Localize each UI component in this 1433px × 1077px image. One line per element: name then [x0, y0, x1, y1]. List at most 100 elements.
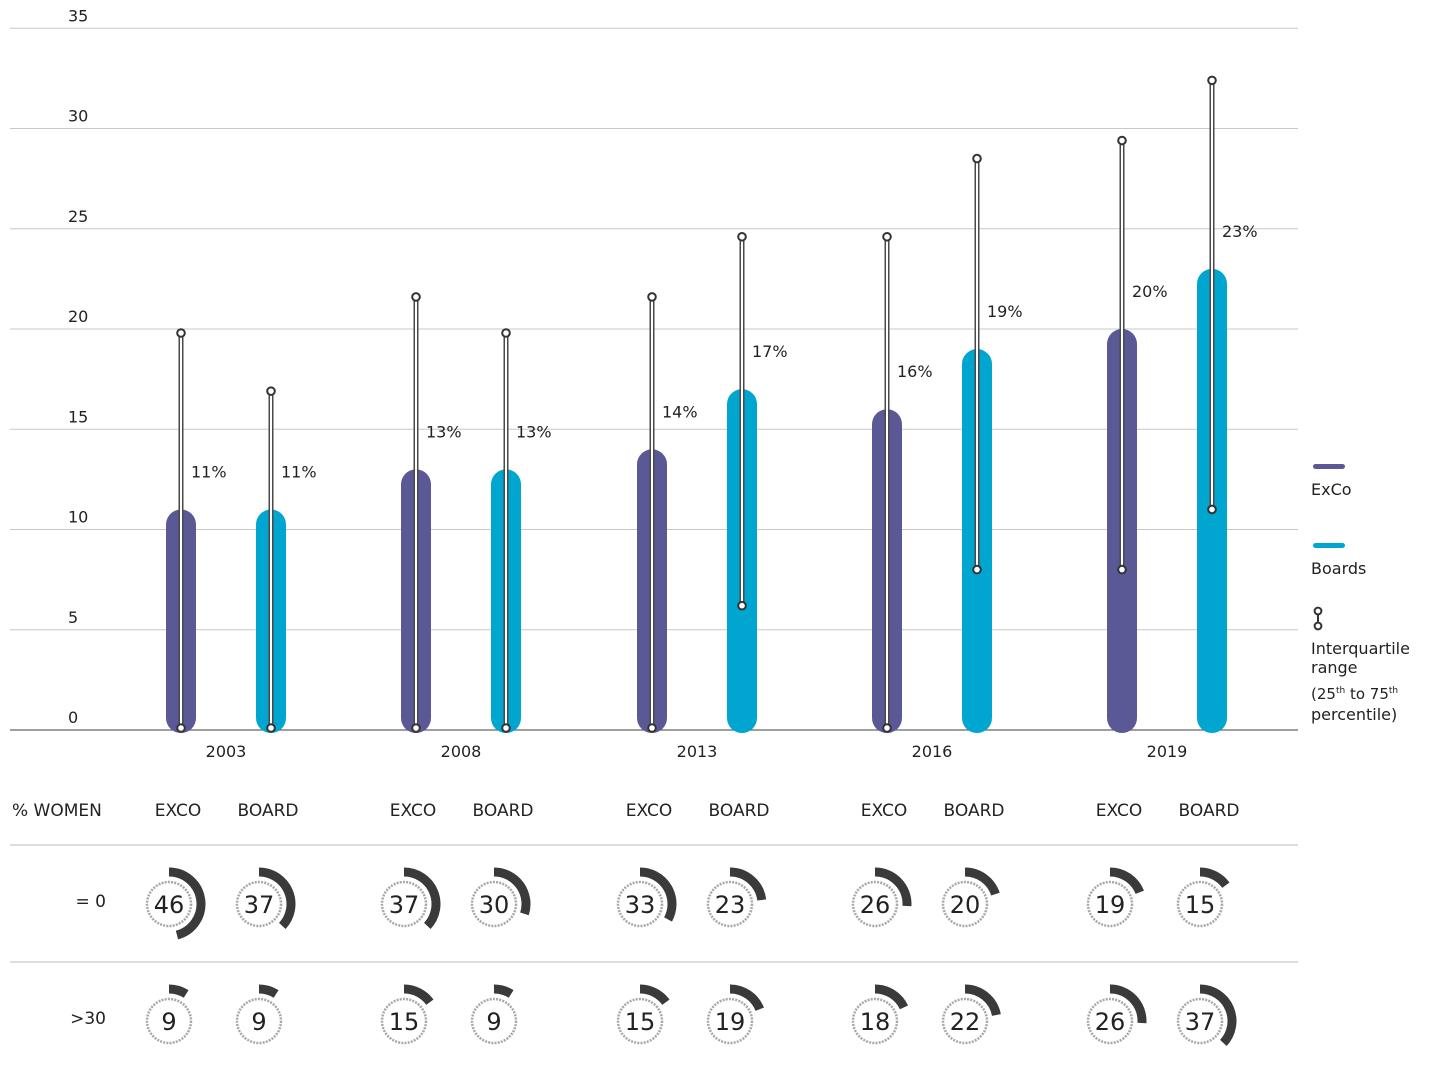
column-label-exco-2019: EXCO	[1096, 801, 1142, 821]
gauge-inner-ring-board-2019-row0	[1176, 880, 1224, 928]
iqr-top-marker-boards-2003	[266, 386, 276, 396]
gauge-arc-exco-2016-row0	[874, 867, 912, 907]
y-tick-label-25: 25	[68, 207, 88, 226]
iqr-bottom-marker-boards-2019	[1207, 504, 1217, 515]
value-label-exco-2013: 14%	[662, 402, 698, 421]
x-category-2013: 2013	[677, 742, 718, 761]
gauge-value-exco-2016-row0: 26	[860, 891, 891, 919]
gauge-value-exco-2003-row0: 46	[154, 891, 185, 919]
gauge-value-board-2016-row1: 22	[950, 1008, 981, 1036]
iqr-bottom-marker-exco-2019	[1117, 564, 1127, 575]
iqr-top-marker-boards-2008	[501, 328, 511, 338]
gauge-value-exco-2008-row0: 37	[389, 891, 420, 919]
iqr-bottom-marker-boards-2008	[501, 723, 511, 733]
column-label-exco-2008: EXCO	[390, 801, 436, 821]
iqr-icon	[1313, 606, 1323, 631]
gauge-arc-board-2013-row1	[729, 984, 764, 1012]
legend-iqr-line4: percentile)	[1311, 705, 1397, 724]
gauge-value-exco-2008-row1: 15	[389, 1008, 420, 1036]
gauge-inner-ring-board-2003-row0	[235, 880, 283, 928]
iqr-ranges	[176, 75, 1217, 733]
y-tick-label-30: 30	[68, 107, 88, 126]
column-label-exco-2016: EXCO	[861, 801, 907, 821]
legend-boards-swatch	[1313, 543, 1345, 548]
value-label-boards-2016: 19%	[987, 302, 1023, 321]
gauge-value-board-2003-row0: 37	[244, 891, 275, 919]
value-labels: 11% 13% 14% 16% 20% 11% 13% 17% 19% 23%	[191, 222, 1258, 482]
iqr-bottom-marker-exco-2016	[882, 723, 892, 733]
gauge-inner-ring-exco-2013-row0	[616, 880, 664, 928]
iqr-top-marker-exco-2019	[1117, 135, 1127, 146]
gauge-arc-exco-2008-row0	[403, 867, 441, 929]
gauge-arc-board-2003-row0	[258, 867, 296, 929]
gauge-arc-exco-2003-row1	[168, 984, 189, 998]
legend-iqr-line1: Interquartile	[1311, 639, 1410, 658]
gauge-inner-ring-board-2013-row1	[706, 997, 754, 1045]
iqr-top-marker-exco-2003	[176, 328, 186, 338]
gauge-inner-ring-exco-2019-row1	[1086, 997, 1134, 1045]
column-label-board-2019: BOARD	[1179, 801, 1240, 821]
legend-boards-label: Boards	[1311, 559, 1366, 578]
gauge-value-board-2013-row0: 23	[715, 891, 746, 919]
gauge-inner-ring-board-2016-row1	[941, 997, 989, 1045]
y-tick-label-0: 0	[68, 708, 78, 727]
gauge-inner-ring-board-2003-row1	[235, 997, 283, 1045]
gauge-value-exco-2013-row1: 15	[625, 1008, 656, 1036]
gauge-arc-board-2016-row1	[964, 984, 1001, 1017]
legend: ExCo Boards Interquartile range (25th to…	[1311, 464, 1410, 724]
gauge-inner-ring-exco-2008-row0	[380, 880, 428, 928]
iqr-top-marker-boards-2016	[972, 153, 982, 164]
iqr-top-marker-exco-2016	[882, 231, 892, 242]
gauge-arc-board-2016-row0	[964, 867, 1000, 896]
column-label-exco-2013: EXCO	[626, 801, 672, 821]
gauge-arc-exco-2008-row1	[403, 984, 434, 1006]
gauge-value-board-2003-row1: 9	[251, 1008, 266, 1036]
value-label-exco-2003: 11%	[191, 462, 227, 481]
value-label-exco-2008: 13%	[426, 422, 462, 441]
gauge-value-board-2016-row0: 20	[950, 891, 981, 919]
legend-exco-label: ExCo	[1311, 480, 1352, 499]
gauge-inner-ring-board-2016-row0	[941, 880, 989, 928]
gauge-value-exco-2013-row0: 33	[625, 891, 656, 919]
table-header-label: % WOMEN	[12, 801, 102, 821]
gauge-arc-exco-2013-row1	[639, 984, 670, 1006]
value-label-boards-2019: 23%	[1222, 222, 1258, 241]
iqr-top-marker-exco-2013	[647, 292, 657, 302]
gauge-value-exco-2016-row1: 18	[860, 1008, 891, 1036]
y-tick-label-10: 10	[68, 508, 88, 527]
iqr-bottom-marker-exco-2008	[411, 723, 421, 733]
gauge-inner-ring-exco-2003-row0	[145, 880, 193, 928]
gauge-value-board-2019-row1: 37	[1185, 1008, 1216, 1036]
gauge-inner-ring-board-2008-row1	[470, 997, 518, 1045]
iqr-bottom-marker-boards-2003	[266, 723, 276, 733]
value-label-exco-2016: 16%	[897, 362, 933, 381]
column-label-board-2016: BOARD	[944, 801, 1005, 821]
y-tick-label-20: 20	[68, 307, 88, 326]
gauge-arc-exco-2019-row0	[1109, 867, 1144, 895]
legend-iqr-line2: range	[1311, 658, 1358, 677]
gauge-value-board-2008-row1: 9	[486, 1008, 501, 1036]
gauge-arc-exco-2003-row0	[168, 867, 206, 940]
gauge-arc-board-2019-row0	[1199, 867, 1230, 889]
value-label-boards-2003: 11%	[281, 462, 317, 481]
gauge-inner-ring-board-2008-row0	[470, 880, 518, 928]
x-category-2008: 2008	[441, 742, 482, 761]
gauge-arc-exco-2016-row1	[874, 984, 909, 1010]
iqr-top-marker-boards-2013	[737, 231, 747, 242]
gauge-inner-ring-exco-2019-row0	[1086, 880, 1134, 928]
gauge-inner-ring-exco-2008-row1	[380, 997, 428, 1045]
iqr-top-marker-exco-2008	[411, 292, 421, 302]
row-label-0: = 0	[76, 892, 106, 912]
row-label-1: >30	[70, 1009, 106, 1029]
value-label-exco-2019: 20%	[1132, 282, 1168, 301]
iqr-bottom-marker-exco-2013	[647, 723, 657, 733]
x-category-2016: 2016	[912, 742, 953, 761]
gauge-inner-ring-exco-2016-row0	[851, 880, 899, 928]
x-category-2003: 2003	[206, 742, 247, 761]
iqr-top-marker-boards-2019	[1207, 75, 1217, 86]
gauge-inner-ring-exco-2013-row1	[616, 997, 664, 1045]
gauge-inner-ring-exco-2016-row1	[851, 997, 899, 1045]
percentage-women-table: % WOMEN EXCO BOARD EXCO BOARD EXCO BOARD EXCO B…	[10, 801, 1298, 1046]
iqr-bottom-marker-boards-2013	[737, 600, 747, 611]
gauge-value-exco-2019-row1: 26	[1095, 1008, 1126, 1036]
